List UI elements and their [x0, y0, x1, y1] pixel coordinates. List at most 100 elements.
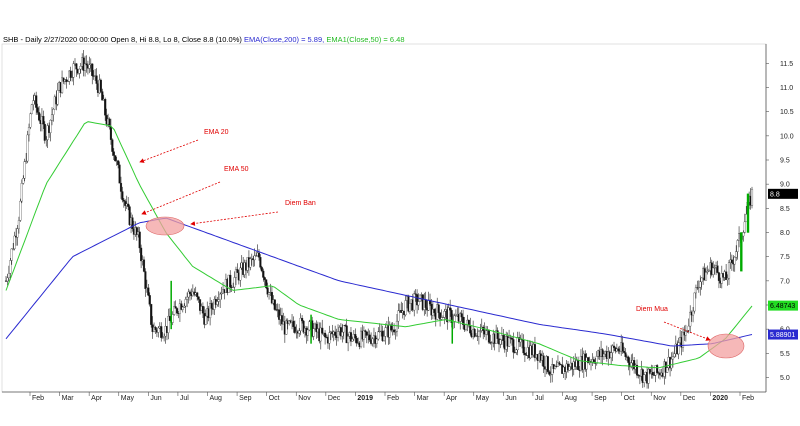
candle-body: [485, 330, 488, 335]
y-tick-label: 10.0: [780, 133, 794, 140]
candle-body: [334, 331, 337, 336]
candle-body: [319, 327, 322, 342]
candle-body: [460, 313, 463, 318]
last-price-label: 8.8: [770, 191, 780, 198]
ema50-arrow: [141, 181, 221, 215]
candle-body: [587, 357, 590, 364]
candle-body: [118, 164, 121, 184]
candle-body: [595, 356, 598, 364]
candle-body: [601, 349, 604, 357]
candle-body: [111, 139, 114, 152]
candle-body: [173, 306, 176, 315]
candle-body: [104, 99, 107, 116]
y-tick-label: 11.0: [780, 85, 793, 92]
candle-body: [713, 267, 716, 269]
candle-body: [362, 330, 365, 340]
candle-body: [187, 291, 190, 298]
candle-body: [114, 155, 117, 162]
candle-body: [499, 339, 502, 345]
y-axis: 5.05.56.06.57.07.58.08.59.09.510.010.511…: [765, 44, 794, 392]
x-tick-label: May: [476, 395, 490, 402]
candle-body: [12, 248, 15, 250]
candle-body: [707, 270, 710, 272]
candle-body: [365, 331, 368, 336]
candle-body: [17, 220, 20, 229]
candle-body: [384, 327, 387, 337]
candle-body: [188, 291, 192, 294]
candle-body: [706, 271, 709, 273]
candle-body: [651, 371, 654, 376]
candle-body: [273, 299, 276, 310]
candle-body: [36, 107, 39, 113]
candle-body: [220, 292, 223, 295]
candle-body: [52, 109, 55, 115]
candle-body: [490, 342, 493, 344]
candle-body: [633, 360, 636, 370]
ema200-line: [5, 217, 753, 347]
candle-body: [144, 271, 147, 289]
candle-body: [69, 70, 72, 78]
candle-body: [568, 366, 571, 371]
candle-body: [280, 315, 284, 325]
candle-body: [35, 95, 38, 108]
buy-point-arrow: [663, 321, 711, 341]
candle-body: [345, 325, 348, 344]
candle-body: [266, 287, 269, 295]
ema20-label: EMA 20: [204, 129, 229, 136]
x-tick-label: Feb: [387, 395, 399, 402]
candle-body: [109, 126, 112, 140]
candle-body: [479, 330, 482, 332]
candle-body: [364, 330, 367, 332]
candle-body: [204, 315, 207, 325]
candle-body: [163, 335, 166, 338]
candle-body: [647, 369, 650, 384]
candle-body: [9, 260, 12, 274]
candle-body: [700, 277, 703, 282]
candle-body: [523, 352, 526, 356]
candle-body: [404, 300, 407, 316]
candle-body: [354, 334, 357, 339]
ema200-value-label: 5.88901: [770, 332, 795, 339]
candle-body: [743, 221, 746, 233]
candle-body: [95, 75, 98, 84]
candle-body: [79, 66, 82, 70]
candle-body: [548, 371, 551, 375]
candle-body: [328, 332, 331, 344]
candle-body: [447, 307, 450, 323]
x-tick-label: May: [121, 395, 135, 402]
candle-body: [339, 327, 342, 337]
candle-body: [443, 311, 446, 318]
x-tick-label: 2020: [712, 395, 728, 402]
candle-body: [617, 348, 620, 351]
candle-body: [161, 337, 164, 339]
sell-point-label: Diem Ban: [285, 200, 316, 207]
candle-body-up: [740, 232, 743, 272]
candle-body: [270, 292, 273, 304]
candle-body: [135, 227, 138, 235]
x-tick-label: Nov: [298, 395, 311, 402]
candle-body: [157, 327, 160, 333]
candle-body: [577, 360, 580, 370]
candle-body: [91, 63, 94, 76]
candle-body: [131, 217, 134, 230]
candle-body: [119, 182, 123, 192]
candle-body: [502, 335, 505, 341]
candle-body: [336, 331, 340, 338]
ema200-value-label-bg: [768, 329, 798, 340]
candle-body: [10, 248, 13, 261]
y-tick-label: 7.0: [780, 278, 790, 285]
ema50-value-label: 6.48743: [770, 303, 795, 310]
candle-body: [408, 303, 411, 312]
candle-body: [234, 269, 238, 278]
candle-body: [720, 273, 723, 284]
candle-body: [390, 324, 393, 331]
x-tick-label: Jun: [150, 395, 161, 402]
candle-body: [71, 77, 74, 78]
candle-body: [302, 320, 305, 333]
candle-body: [612, 345, 616, 348]
y-tick-label: 11.5: [780, 61, 793, 68]
candle-body: [670, 358, 673, 369]
x-tick-label: Sep: [239, 395, 252, 402]
candle-body: [32, 100, 35, 105]
